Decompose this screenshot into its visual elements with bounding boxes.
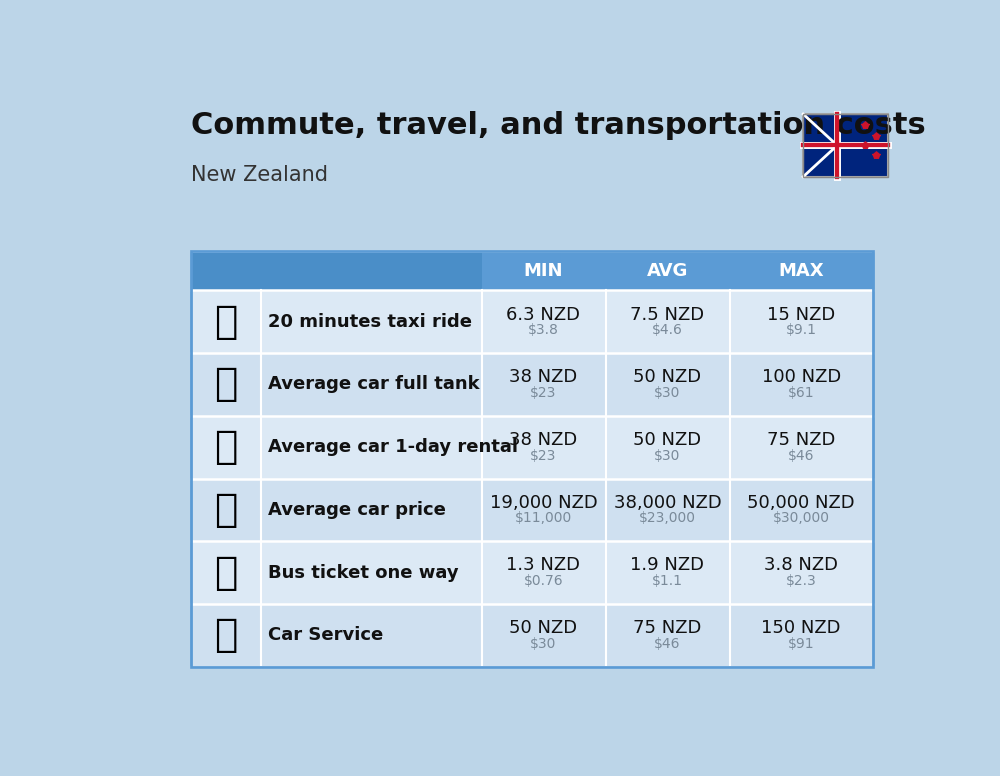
- Text: New Zealand: New Zealand: [191, 165, 328, 185]
- Text: $11,000: $11,000: [515, 511, 572, 525]
- Text: 38 NZD: 38 NZD: [509, 369, 578, 386]
- Text: $30: $30: [654, 449, 681, 462]
- Text: Car Service: Car Service: [268, 626, 384, 644]
- Bar: [191, 604, 873, 667]
- Text: 50,000 NZD: 50,000 NZD: [747, 494, 855, 511]
- Text: ⛽: ⛽: [214, 365, 237, 404]
- Text: 50 NZD: 50 NZD: [633, 431, 702, 449]
- Text: 75 NZD: 75 NZD: [633, 619, 702, 637]
- Text: $30: $30: [654, 386, 681, 400]
- Text: 38,000 NZD: 38,000 NZD: [614, 494, 721, 511]
- Text: $3.8: $3.8: [528, 323, 559, 337]
- Text: $91: $91: [788, 637, 814, 651]
- Text: MIN: MIN: [524, 262, 563, 280]
- Text: $46: $46: [654, 637, 681, 651]
- Text: $1.1: $1.1: [652, 574, 683, 588]
- Text: Average car full tank: Average car full tank: [268, 376, 480, 393]
- Bar: [191, 416, 873, 479]
- Bar: [191, 251, 873, 290]
- Text: $23: $23: [530, 386, 557, 400]
- Bar: [191, 542, 873, 604]
- Text: $9.1: $9.1: [786, 323, 817, 337]
- Text: 7.5 NZD: 7.5 NZD: [630, 306, 705, 324]
- Text: Commute, travel, and transportation costs: Commute, travel, and transportation cost…: [191, 111, 926, 140]
- Bar: [191, 479, 873, 542]
- Bar: [803, 114, 888, 177]
- Text: 🔧: 🔧: [214, 616, 237, 654]
- Text: 6.3 NZD: 6.3 NZD: [507, 306, 580, 324]
- Text: $46: $46: [788, 449, 814, 462]
- Text: 20 minutes taxi ride: 20 minutes taxi ride: [268, 313, 472, 331]
- Bar: [803, 114, 888, 177]
- Text: $23: $23: [530, 449, 557, 462]
- Bar: [191, 251, 482, 290]
- Text: 50 NZD: 50 NZD: [509, 619, 578, 637]
- Text: Average car 1-day rental: Average car 1-day rental: [268, 438, 518, 456]
- Text: MAX: MAX: [778, 262, 824, 280]
- Text: $23,000: $23,000: [639, 511, 696, 525]
- Text: 15 NZD: 15 NZD: [767, 306, 835, 324]
- Text: 1.9 NZD: 1.9 NZD: [631, 556, 704, 574]
- Text: 1.3 NZD: 1.3 NZD: [507, 556, 580, 574]
- Text: $61: $61: [788, 386, 814, 400]
- Text: 🚙: 🚙: [214, 428, 237, 466]
- Text: $30: $30: [530, 637, 557, 651]
- Text: 🚌: 🚌: [214, 553, 237, 591]
- Text: 🚕: 🚕: [214, 303, 237, 341]
- Text: $30,000: $30,000: [773, 511, 830, 525]
- Text: AVG: AVG: [647, 262, 688, 280]
- Text: 150 NZD: 150 NZD: [761, 619, 841, 637]
- Text: 🚗: 🚗: [214, 491, 237, 529]
- Bar: [191, 290, 873, 353]
- Text: 75 NZD: 75 NZD: [767, 431, 835, 449]
- Text: 38 NZD: 38 NZD: [509, 431, 578, 449]
- Text: $0.76: $0.76: [524, 574, 563, 588]
- Text: 19,000 NZD: 19,000 NZD: [490, 494, 597, 511]
- Bar: [191, 353, 873, 416]
- Text: Average car price: Average car price: [268, 501, 446, 519]
- Text: $2.3: $2.3: [786, 574, 817, 588]
- Text: 50 NZD: 50 NZD: [633, 369, 702, 386]
- Text: 100 NZD: 100 NZD: [762, 369, 841, 386]
- Text: Bus ticket one way: Bus ticket one way: [268, 563, 459, 582]
- Text: $4.6: $4.6: [652, 323, 683, 337]
- Text: 3.8 NZD: 3.8 NZD: [764, 556, 838, 574]
- Bar: [191, 251, 873, 667]
